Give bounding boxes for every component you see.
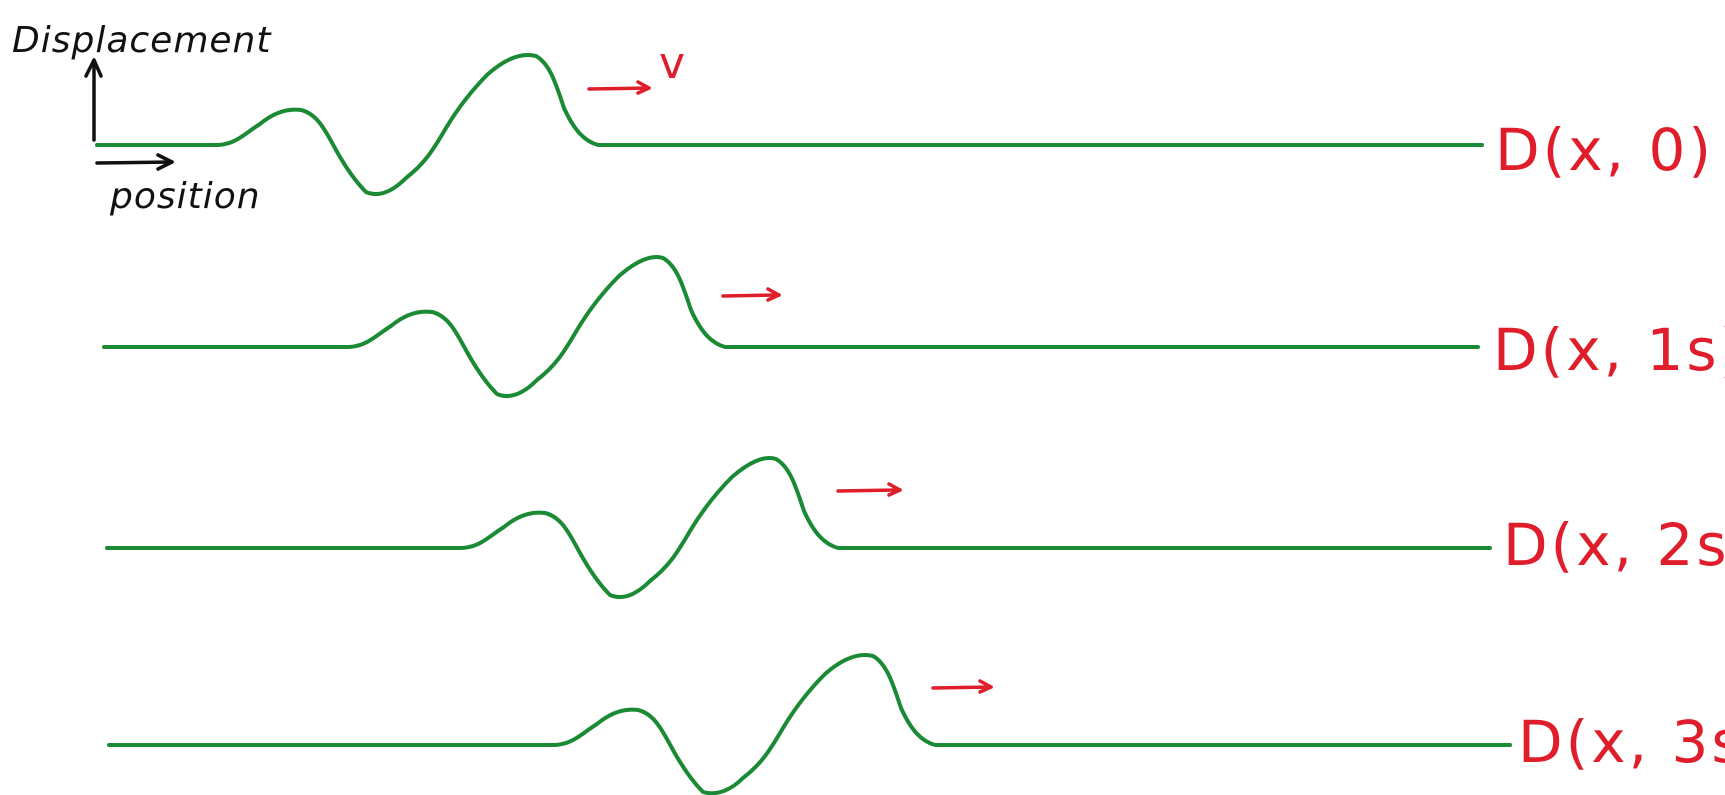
position-axis-arrowhead-icon	[156, 153, 174, 171]
wave-pulse-curve	[95, 53, 1484, 197]
wave-pulse-curve	[102, 255, 1480, 399]
position-axis-arrow-line	[95, 160, 174, 165]
velocity-arrow-line	[721, 293, 781, 298]
velocity-label: v	[659, 38, 685, 89]
velocity-arrowhead-icon	[766, 287, 781, 302]
wave-snapshot-t0: v D(x, 0)	[95, 38, 1714, 197]
snapshot-label: D(x, 0)	[1495, 116, 1714, 184]
displacement-axis-arrowhead-icon	[84, 58, 103, 78]
snapshot-label: D(x, 2s)	[1503, 511, 1725, 579]
axes-indicator: Displacement position	[12, 20, 272, 217]
wave-pulse-curve	[107, 653, 1512, 795]
velocity-arrow-line	[587, 86, 651, 91]
wave-pulse-curve	[105, 456, 1492, 600]
velocity-arrowhead-icon	[636, 80, 651, 95]
velocity-arrow-line	[931, 685, 993, 690]
snapshot-label: D(x, 3s)	[1518, 708, 1725, 776]
position-axis-label: position	[109, 176, 261, 217]
wave-snapshot-t2: D(x, 2s)	[105, 456, 1725, 600]
velocity-arrowhead-icon	[887, 482, 902, 497]
velocity-arrowhead-icon	[978, 679, 993, 694]
velocity-arrow-line	[836, 488, 902, 493]
displacement-axis-label: Displacement	[12, 20, 272, 61]
snapshot-label: D(x, 1s)	[1493, 316, 1725, 384]
wave-snapshot-t1: D(x, 1s)	[102, 255, 1725, 399]
wave-snapshot-t3: D(x, 3s)	[107, 653, 1725, 795]
